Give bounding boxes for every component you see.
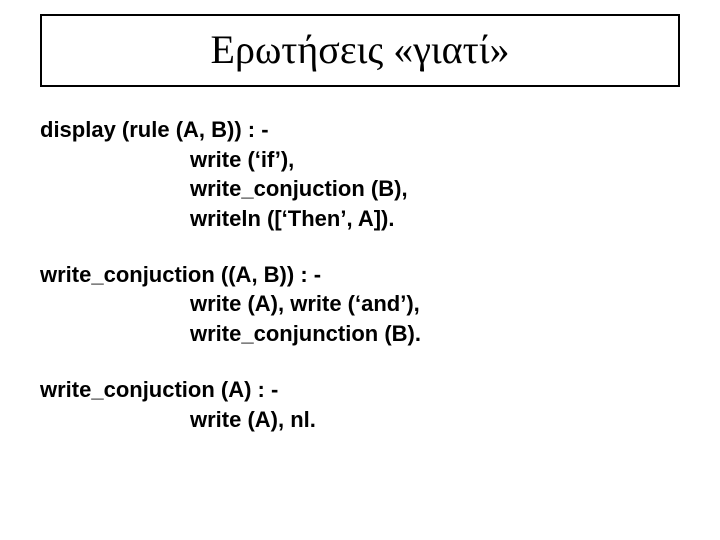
code-block-3: write_conjuction (A) : - write (A), nl. [40,375,680,434]
code-line: write (‘if’), [40,145,680,175]
code-line: write_conjuction (B), [40,174,680,204]
title-box: Ερωτήσεις «γιατί» [40,14,680,87]
code-block-1: display (rule (A, B)) : - write (‘if’), … [40,115,680,234]
code-line: write (A), nl. [40,405,680,435]
code-line: writeln ([‘Then’, A]). [40,204,680,234]
code-line: display (rule (A, B)) : - [40,115,680,145]
code-line: write_conjuction (A) : - [40,375,680,405]
code-line: write_conjunction (B). [40,319,680,349]
slide-title: Ερωτήσεις «γιατί» [211,27,510,72]
code-line: write_conjuction ((A, B)) : - [40,260,680,290]
code-block-2: write_conjuction ((A, B)) : - write (A),… [40,260,680,349]
slide: Ερωτήσεις «γιατί» display (rule (A, B)) … [0,0,720,540]
code-line: write (A), write (‘and’), [40,289,680,319]
